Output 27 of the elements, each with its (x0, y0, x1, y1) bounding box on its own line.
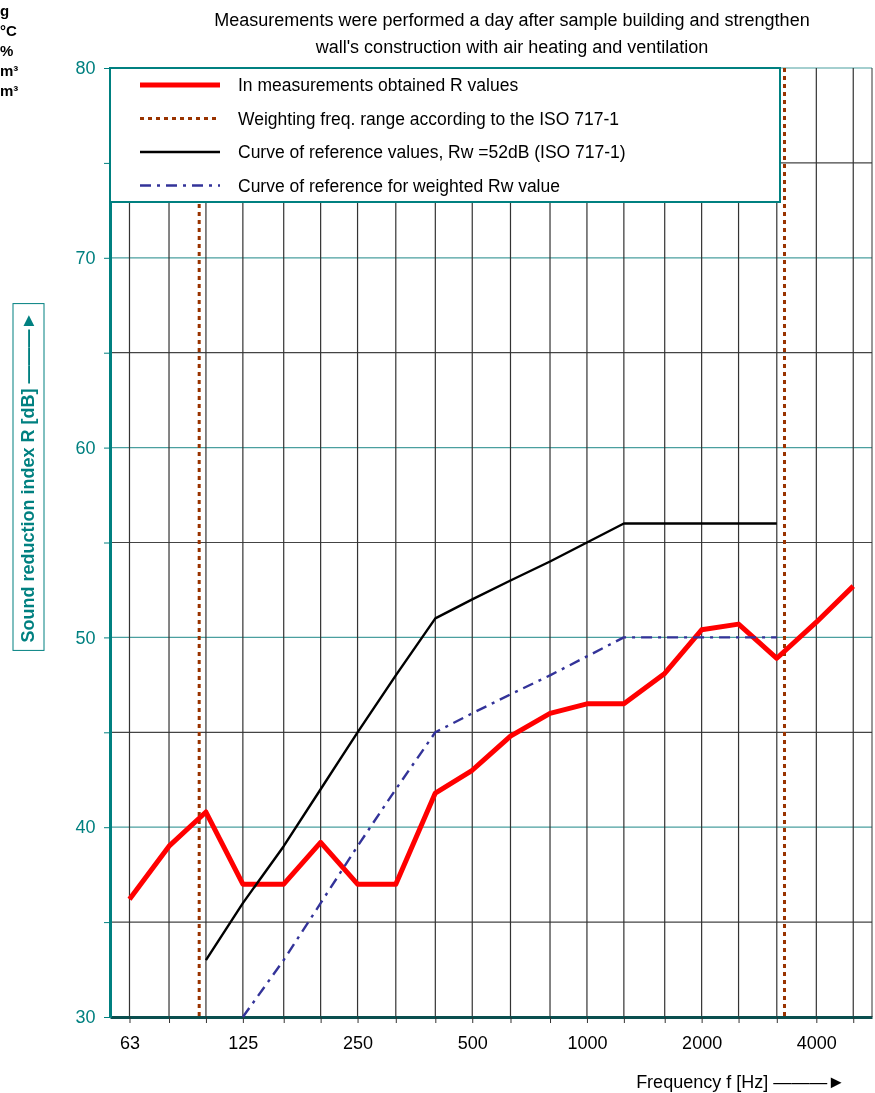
text: m³ (0, 62, 19, 79)
text: °C (0, 22, 17, 39)
text: g (0, 2, 10, 19)
y-tick-label: 70 (75, 248, 96, 269)
x-axis-title: Frequency f [Hz] ———► (636, 1072, 845, 1092)
y-tick-label: 50 (75, 627, 96, 648)
line-series (241, 636, 778, 1019)
legend-label: In measurements obtained R values (238, 75, 519, 95)
legend-label: Curve of reference values, Rw =52dB (ISO 717-1) (238, 142, 626, 162)
x-tick-label: 1000 (567, 1033, 608, 1054)
text: m³ (0, 82, 19, 99)
x-tick-label: 125 (228, 1033, 259, 1054)
y-tick-label: 40 (75, 817, 96, 838)
text: % (0, 42, 14, 59)
y-axis-title: Sound reduction index R [dB] ———► (18, 311, 38, 643)
line-series (204, 522, 778, 962)
x-tick-label: 63 (119, 1033, 140, 1054)
ref-line-label: Weighting freq. range according to the ISO 717-1 (238, 108, 620, 129)
x-tick-label: 250 (343, 1033, 374, 1054)
x-tick-label: 500 (457, 1033, 488, 1054)
chart-title: Measurements were performed a day after sample building and strengthen wall's construction with air heating and ventilation (214, 10, 810, 57)
y-tick-label: 80 (75, 58, 96, 79)
y-tick-label: 30 (75, 1007, 96, 1028)
x-tick-label: 2000 (682, 1033, 723, 1054)
x-tick-label: 4000 (796, 1033, 837, 1054)
legend-label: Curve of reference for weighted Rw value (238, 175, 560, 196)
y-tick-label: 60 (75, 437, 96, 458)
